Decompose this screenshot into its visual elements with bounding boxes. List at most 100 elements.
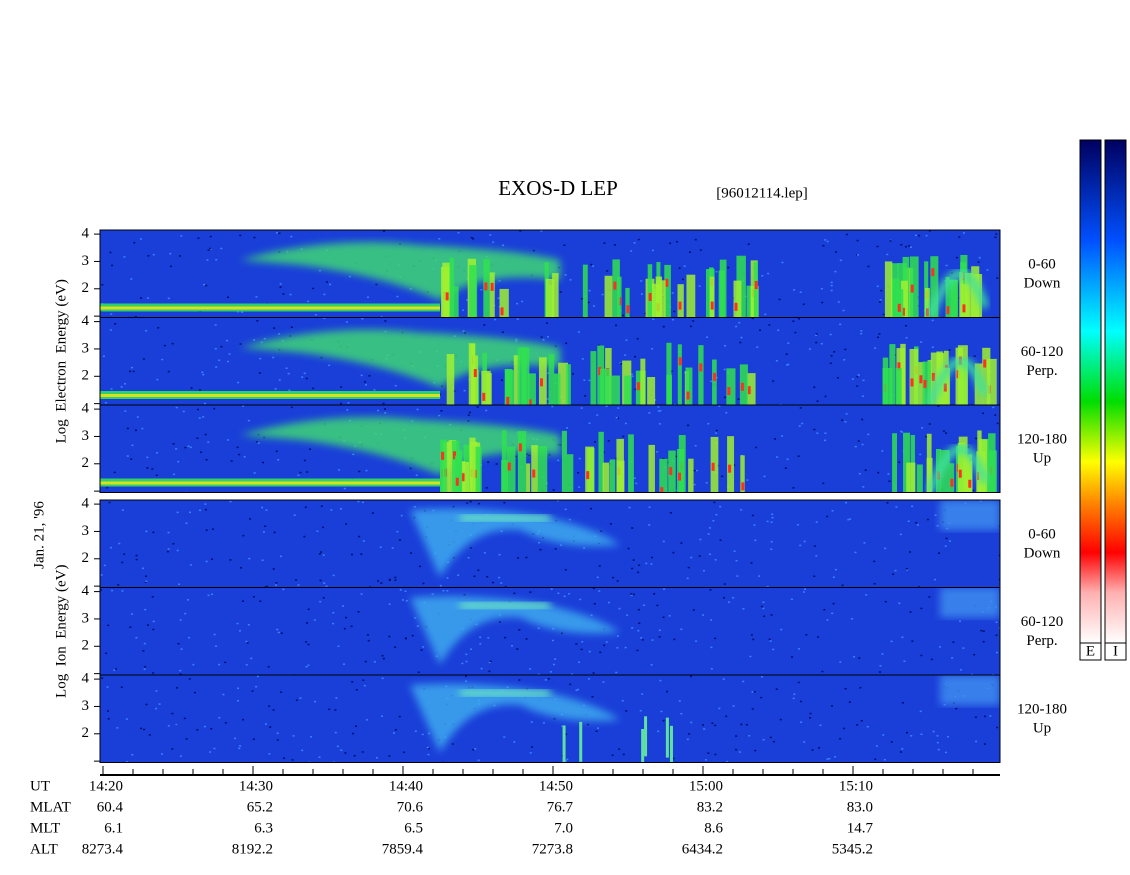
noise (606, 270, 609, 272)
noise (787, 363, 790, 366)
cloud (240, 417, 560, 475)
hot-spot (710, 301, 714, 310)
noise (564, 508, 567, 511)
noise (761, 275, 764, 277)
noise (544, 679, 547, 681)
streak (726, 368, 736, 405)
noise (799, 700, 802, 703)
noise (686, 577, 689, 580)
noise (134, 316, 137, 318)
noise (901, 636, 904, 639)
noise (905, 337, 908, 339)
edge-cloud (940, 500, 1000, 530)
noise (167, 531, 170, 534)
noise (366, 296, 369, 298)
noise (978, 256, 981, 259)
streak (669, 725, 673, 763)
y-tick-label: 4 (82, 671, 90, 687)
noise (202, 416, 205, 418)
noise (547, 372, 550, 374)
noise (777, 329, 780, 332)
noise (762, 738, 765, 741)
noise (834, 270, 837, 273)
noise (901, 431, 904, 433)
panel-label: 60-120 (1021, 344, 1064, 360)
noise (698, 285, 701, 287)
noise (603, 242, 606, 244)
noise (269, 726, 272, 728)
spectrogram-image (100, 587, 1000, 675)
noise (559, 444, 562, 446)
noise (143, 642, 146, 645)
noise (301, 749, 304, 752)
noise (214, 347, 217, 350)
row-value: 76.7 (547, 799, 574, 815)
noise (237, 687, 240, 690)
noise (413, 506, 416, 508)
noise (735, 559, 738, 562)
noise (171, 342, 174, 345)
noise (313, 619, 316, 621)
noise (242, 534, 245, 537)
noise (465, 660, 468, 663)
noise (710, 668, 713, 670)
noise (844, 688, 847, 690)
noise (175, 723, 178, 726)
noise (126, 427, 129, 430)
noise (185, 522, 188, 525)
noise (477, 569, 480, 571)
noise (230, 460, 233, 462)
noise (121, 509, 124, 511)
hot-spot (626, 305, 630, 314)
streak (924, 287, 930, 318)
noise (597, 344, 600, 347)
noise (320, 551, 323, 553)
noise (178, 583, 181, 585)
noise (318, 553, 321, 555)
streak (617, 460, 625, 493)
noise (292, 735, 295, 737)
noise (305, 665, 308, 668)
noise (123, 256, 126, 258)
low-band-core (100, 306, 440, 310)
noise (135, 636, 138, 639)
streak (527, 373, 536, 405)
streak (506, 446, 516, 493)
noise (145, 530, 148, 533)
noise (131, 753, 134, 756)
noise (498, 280, 501, 282)
noise (322, 526, 325, 529)
noise (111, 589, 114, 592)
noise (568, 593, 571, 595)
hot-spot (473, 369, 477, 378)
noise (175, 448, 178, 450)
noise (821, 301, 824, 304)
noise (554, 345, 557, 347)
noise (920, 733, 923, 736)
panel-label: Down (1024, 275, 1061, 291)
noise (322, 554, 325, 556)
noise (193, 691, 196, 694)
noise (252, 596, 255, 598)
noise (657, 410, 660, 412)
noise (463, 593, 466, 596)
noise (727, 266, 730, 269)
noise (688, 251, 691, 253)
y-tick-label: 3 (82, 340, 90, 356)
noise (837, 301, 840, 303)
streak (986, 358, 997, 405)
noise (826, 515, 829, 518)
noise (882, 313, 885, 316)
noise (856, 375, 859, 378)
noise (580, 407, 583, 409)
noise (537, 673, 540, 675)
noise (422, 582, 425, 585)
noise (198, 417, 201, 419)
hot-spot (613, 281, 617, 290)
streak (664, 264, 671, 318)
noise (925, 435, 928, 438)
noise (463, 389, 466, 392)
low-band-core (100, 481, 440, 485)
streak (552, 273, 559, 318)
noise (767, 272, 770, 275)
